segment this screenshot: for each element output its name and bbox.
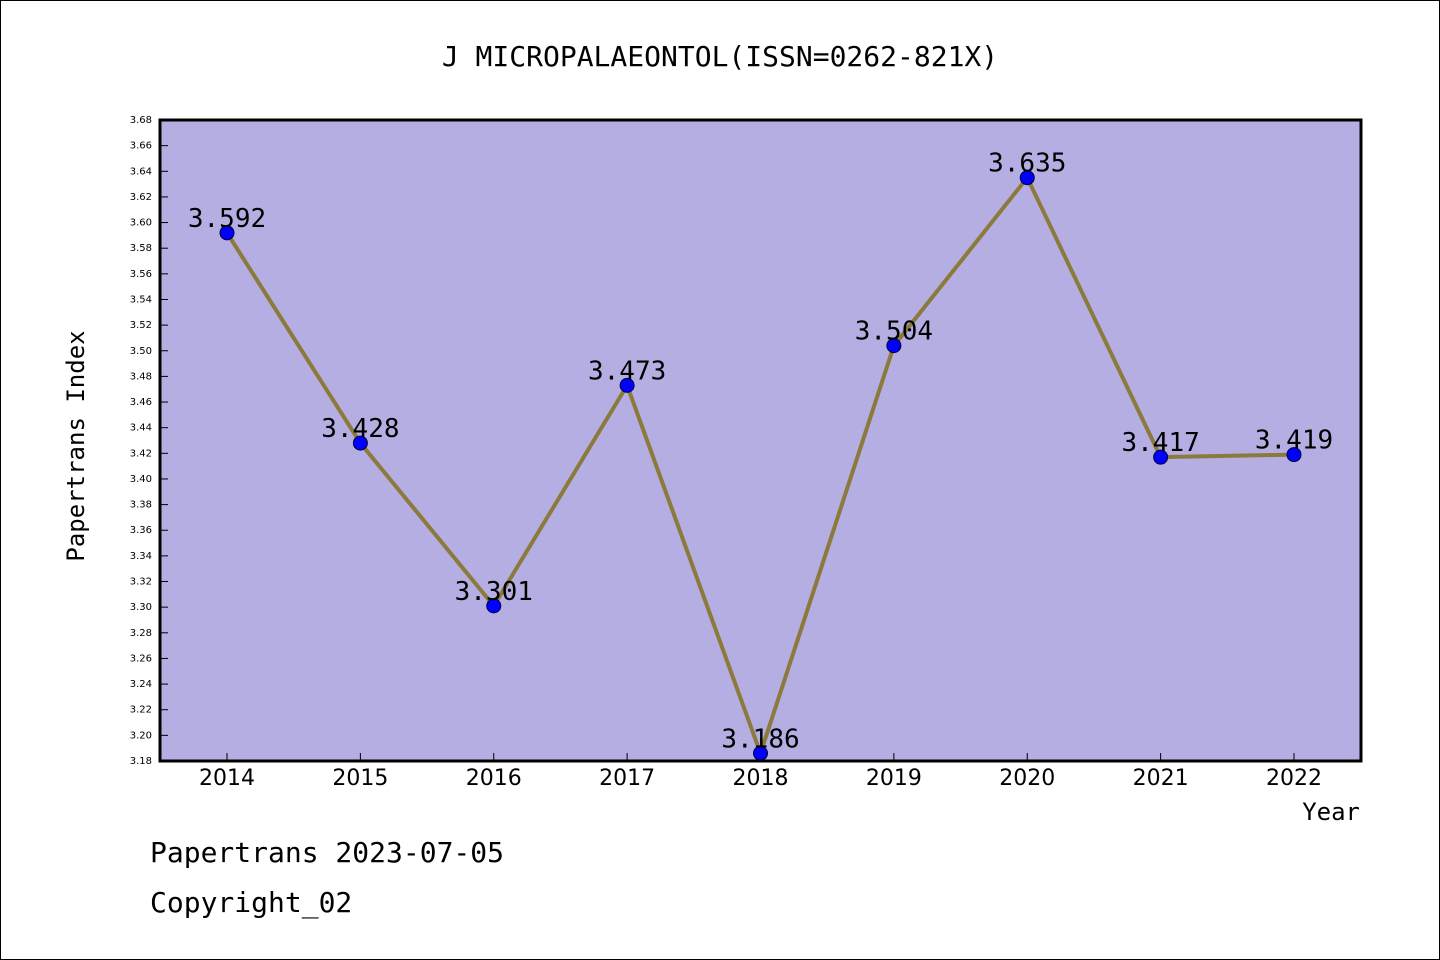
- y-tick-label: 3.44: [130, 423, 152, 434]
- plot-border: [158, 118, 1363, 763]
- data-point: [886, 338, 902, 354]
- x-tick-label: 2022: [1266, 766, 1322, 791]
- y-tick-label: 3.64: [130, 166, 152, 177]
- data-labels: 3.592 3.428 3.301 3.473 3.186 3.504 3.635 3.417…: [188, 149, 1333, 755]
- y-tick-label: 3.26: [130, 653, 152, 664]
- y-tick-label: 3.48: [130, 371, 152, 382]
- data-label: 3.419: [1255, 426, 1333, 456]
- y-tick-label: 3.34: [130, 551, 152, 562]
- y-tick-label: 3.52: [130, 320, 152, 331]
- y-tick-label: 3.18: [130, 756, 152, 767]
- x-axis: 2014 2015 2016 2017 2018 2019 2020 2021 2022: [199, 753, 1322, 791]
- data-label: 3.428: [321, 414, 399, 444]
- y-tick-label: 3.68: [130, 115, 152, 126]
- x-tick-label: 2018: [733, 766, 789, 791]
- data-point: [486, 598, 502, 614]
- footer-date: Papertrans 2023-07-05: [150, 836, 505, 869]
- y-tick-label: 3.46: [130, 397, 152, 408]
- y-tick-label: 3.58: [130, 243, 152, 254]
- data-label: 3.592: [188, 204, 266, 234]
- x-tick-label: 2015: [332, 766, 388, 791]
- y-tick-label: 3.22: [130, 705, 152, 716]
- y-tick-label: 3.36: [130, 525, 152, 536]
- y-tick-label: 3.54: [130, 294, 152, 305]
- y-tick-label: 3.60: [130, 218, 152, 229]
- y-tick-label: 3.28: [130, 628, 152, 639]
- y-tick-label: 3.56: [130, 269, 152, 280]
- data-point: [1153, 449, 1169, 465]
- y-tick-label: 3.20: [130, 730, 152, 741]
- y-axis-label: Papertrans Index: [62, 330, 90, 561]
- y-tick-label: 3.62: [130, 192, 152, 203]
- y-tick-label: 3.38: [130, 500, 152, 511]
- y-tick-label: 3.30: [130, 602, 152, 613]
- y-tick-label: 3.24: [130, 679, 152, 690]
- data-point: [352, 435, 368, 451]
- chart-title: J MICROPALAEONTOL(ISSN=0262-821X): [442, 40, 998, 73]
- x-tick-label: 2017: [599, 766, 655, 791]
- y-tick-label: 3.50: [130, 346, 152, 357]
- y-tick-label: 3.32: [130, 577, 152, 588]
- y-tick-label: 3.40: [130, 474, 152, 485]
- data-label: 3.186: [721, 724, 799, 754]
- data-point: [1019, 170, 1035, 186]
- data-label: 3.417: [1121, 428, 1199, 458]
- y-axis: 3.18 3.20 3.22 3.24 3.26 3.28 3.30 3.32 3.34 3.36…: [130, 115, 168, 767]
- x-tick-label: 2016: [466, 766, 522, 791]
- x-tick-label: 2020: [999, 766, 1055, 791]
- footer-copyright: Copyright_02: [150, 886, 353, 919]
- series-markers: [219, 170, 1302, 761]
- x-tick-label: 2019: [866, 766, 922, 791]
- data-label: 3.473: [588, 356, 666, 386]
- data-point: [1286, 447, 1302, 463]
- data-point: [619, 377, 635, 393]
- data-point: [219, 225, 235, 241]
- data-label: 3.301: [455, 577, 533, 607]
- y-tick-label: 3.42: [130, 448, 152, 459]
- data-label: 3.635: [988, 149, 1066, 179]
- x-tick-label: 2021: [1133, 766, 1189, 791]
- x-tick-label: 2014: [199, 766, 255, 791]
- data-label: 3.504: [855, 317, 933, 347]
- x-axis-label: Year: [1302, 798, 1360, 826]
- y-tick-label: 3.66: [130, 141, 152, 152]
